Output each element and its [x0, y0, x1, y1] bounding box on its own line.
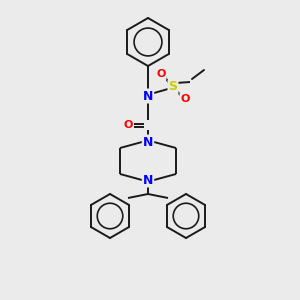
Text: O: O — [156, 69, 166, 79]
Text: S: S — [169, 80, 178, 94]
Text: N: N — [143, 136, 153, 148]
Text: O: O — [180, 94, 190, 104]
Text: N: N — [143, 89, 153, 103]
Text: N: N — [143, 173, 153, 187]
Text: O: O — [123, 120, 133, 130]
